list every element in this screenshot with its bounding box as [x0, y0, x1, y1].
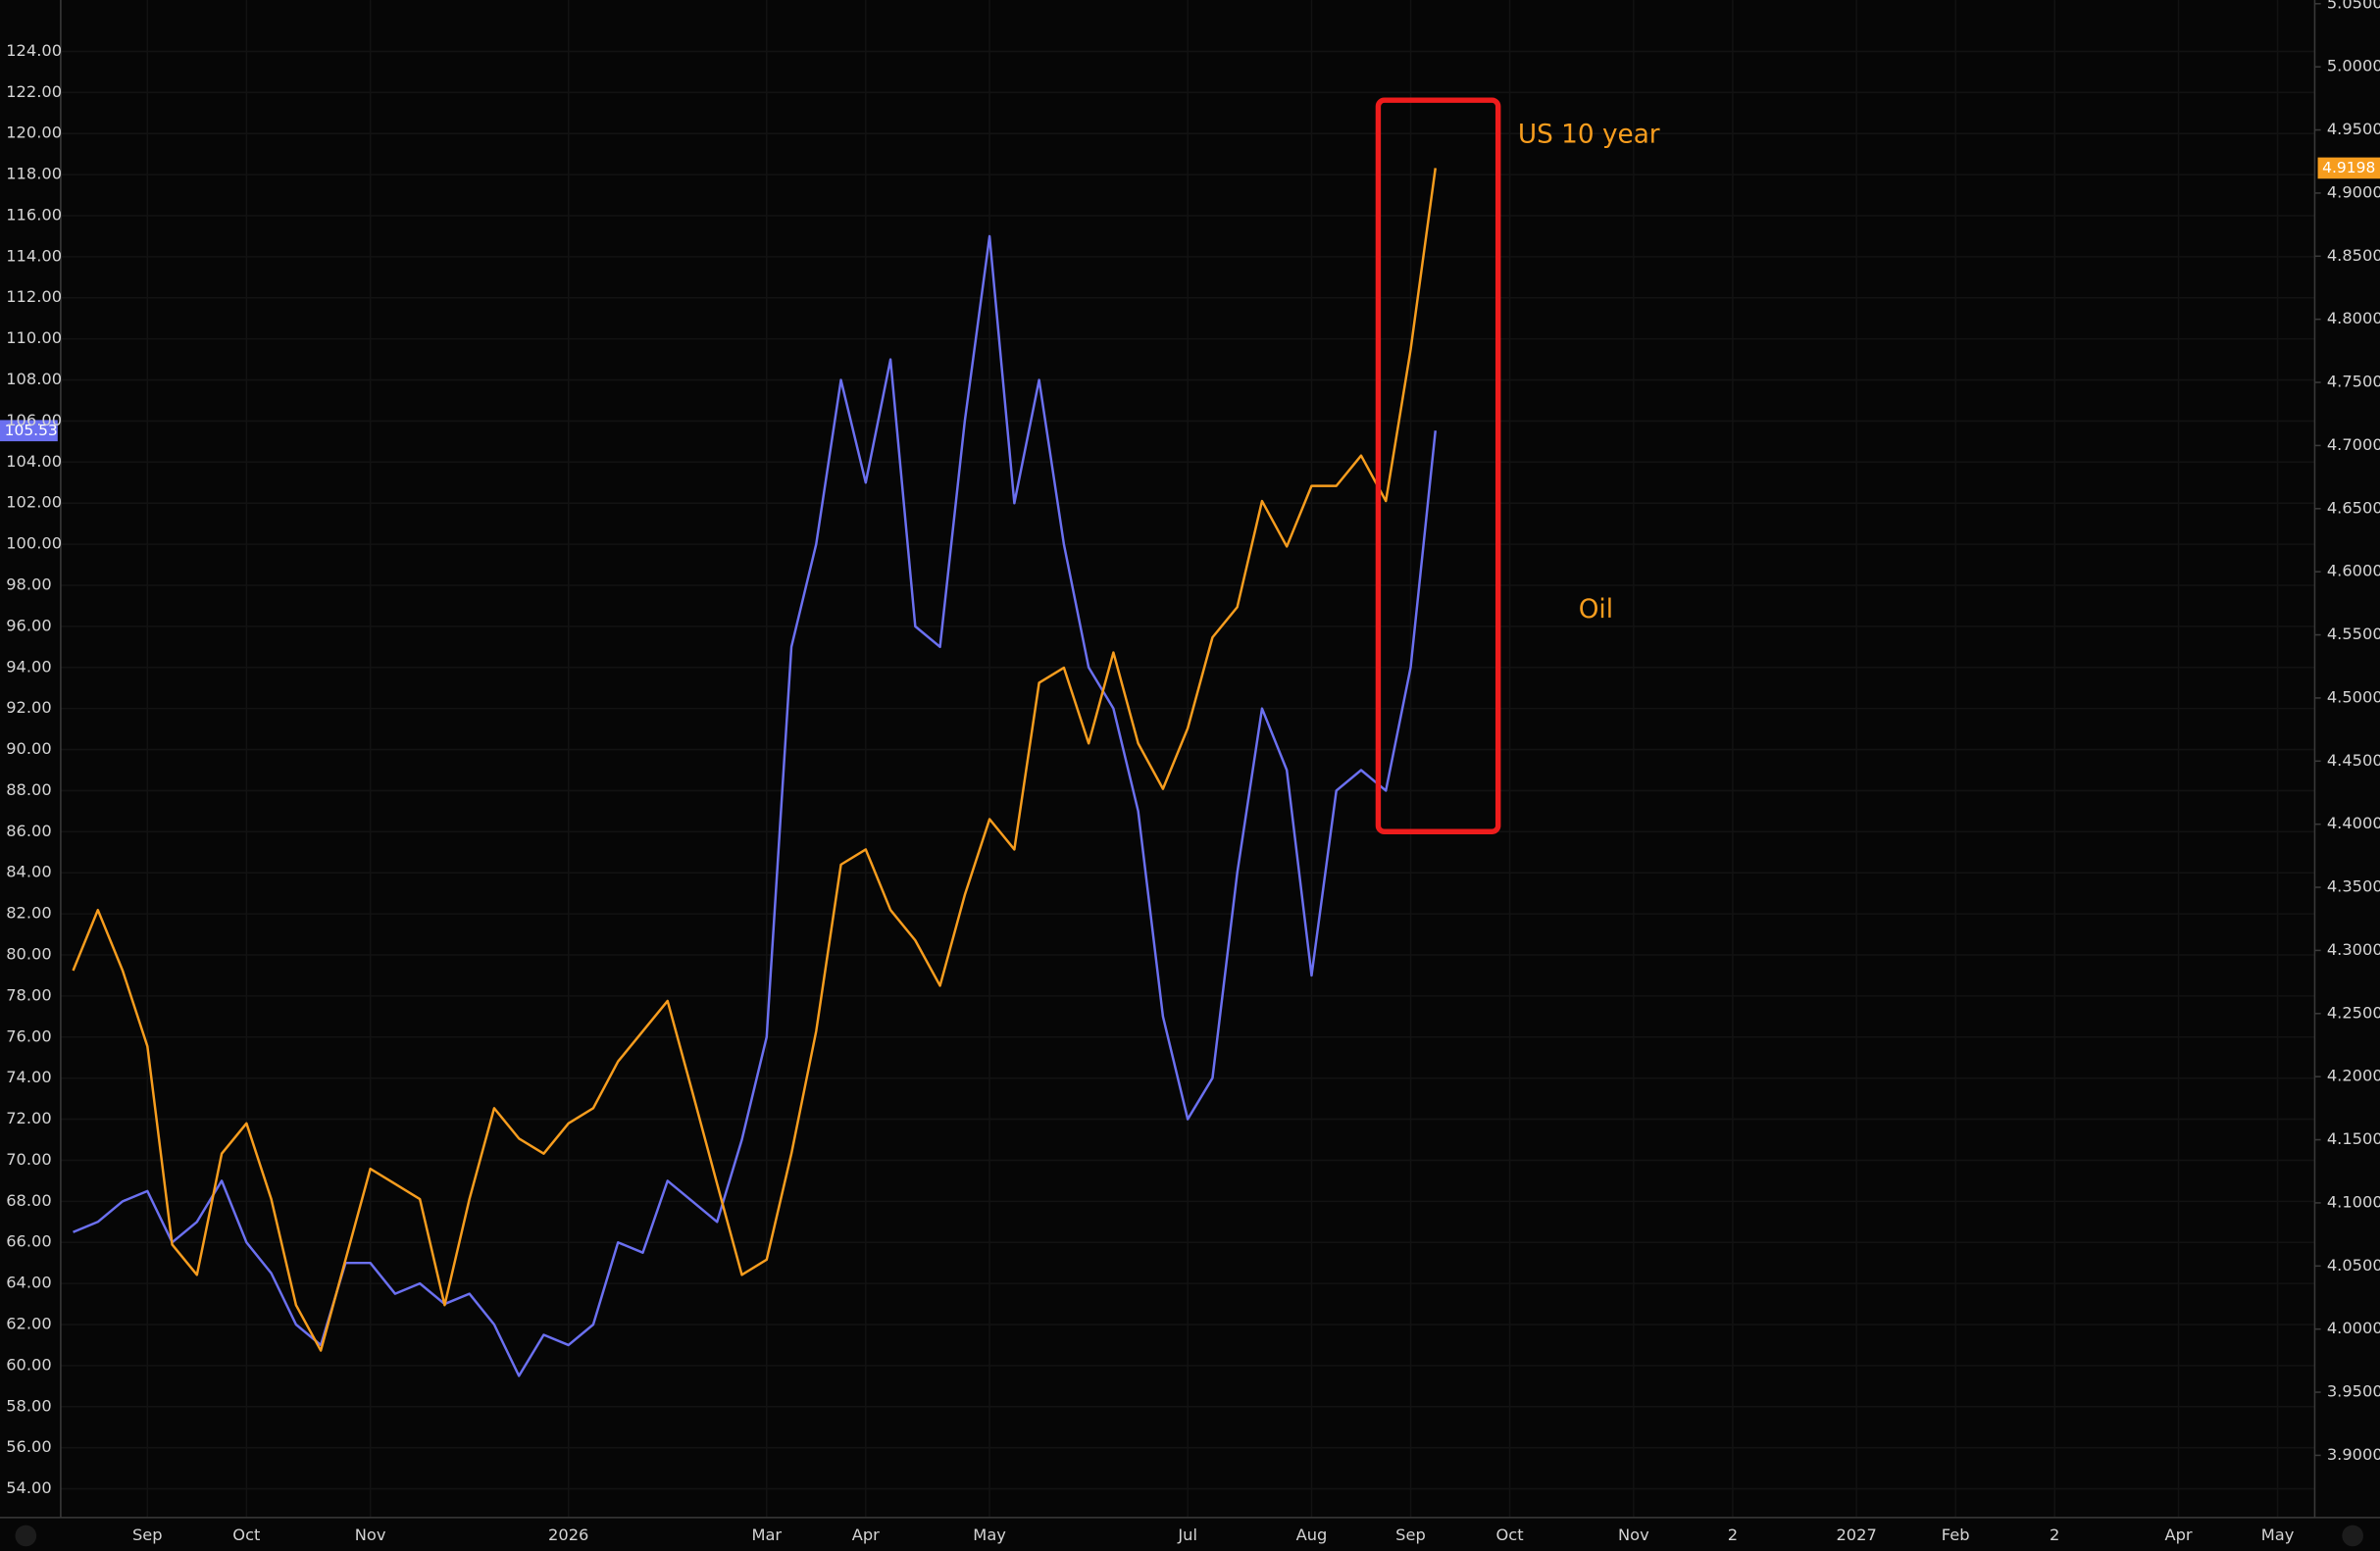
y2-tick-label: 4.1000 [2327, 1192, 2380, 1211]
x-tick-label: Apr [852, 1526, 880, 1544]
y-tick-label: 62.00 [6, 1315, 52, 1333]
x-tick-label: Nov [355, 1526, 386, 1544]
y2-tick-label: 5.0500 [2327, 0, 2380, 12]
y2-tick-label: 4.9500 [2327, 120, 2380, 138]
y2-tick-label: 4.9000 [2327, 182, 2380, 201]
x-tick-label: May [2261, 1526, 2295, 1544]
x-tick-label: Aug [1296, 1526, 1328, 1544]
x-tick-label: Nov [1618, 1526, 1649, 1544]
y2-tick-label: 4.0500 [2327, 1256, 2380, 1275]
series-line [73, 234, 1438, 1377]
y-tick-label: 68.00 [6, 1191, 52, 1210]
y-tick-label: 64.00 [6, 1274, 52, 1292]
y-tick-label: 90.00 [6, 739, 52, 758]
y-tick-label: 104.00 [6, 452, 62, 471]
y-tick-label: 116.00 [6, 205, 62, 224]
y2-tick-label: 4.7500 [2327, 373, 2380, 391]
x-tick-label: 2 [1728, 1526, 1738, 1544]
y-tick-label: 108.00 [6, 370, 62, 388]
x-tick-label: 2026 [548, 1526, 588, 1544]
y-tick-label: 106.00 [6, 411, 62, 429]
y-tick-label: 84.00 [6, 863, 52, 881]
y-tick-label: 102.00 [6, 493, 62, 512]
y-tick-label: 56.00 [6, 1437, 52, 1456]
annotation: Oil [1579, 595, 1613, 625]
y-tick-label: 118.00 [6, 165, 62, 183]
y-tick-label: 112.00 [6, 287, 62, 306]
y-tick-label: 66.00 [6, 1232, 52, 1251]
y2-tick-label: 3.9500 [2327, 1382, 2380, 1401]
y2-tick-label: 4.4000 [2327, 814, 2380, 832]
y2-tick-label: 4.5500 [2327, 625, 2380, 643]
icon[interactable] [15, 1525, 37, 1547]
y-tick-label: 82.00 [6, 904, 52, 923]
x-tick-label: Apr [2164, 1526, 2192, 1544]
price-tag-label: 105.53 [5, 422, 58, 439]
y2-tick-label: 4.3000 [2327, 940, 2380, 959]
x-tick-label: Oct [1495, 1526, 1523, 1544]
x-tick-label: 2 [2050, 1526, 2059, 1544]
x-tick-label: 2027 [1836, 1526, 1876, 1544]
y-tick-label: 122.00 [6, 82, 62, 101]
y2-tick-label: 4.7000 [2327, 435, 2380, 454]
y-tick-label: 76.00 [6, 1026, 52, 1045]
y2-tick-label: 4.6000 [2327, 562, 2380, 580]
y-tick-label: 70.00 [6, 1150, 52, 1169]
annotation: US 10 year [1518, 120, 1660, 149]
y2-tick-label: 5.0000 [2327, 57, 2380, 75]
x-tick-label: Feb [1942, 1526, 1970, 1544]
x-tick-label: Oct [232, 1526, 260, 1544]
price-tag [0, 420, 58, 442]
x-tick-label: Mar [751, 1526, 782, 1544]
x-tick-label: May [973, 1526, 1006, 1544]
y2-tick-label: 4.2500 [2327, 1003, 2380, 1022]
y-tick-label: 124.00 [6, 41, 62, 60]
y2-tick-label: 3.9000 [2327, 1445, 2380, 1464]
y2-tick-label: 4.8500 [2327, 246, 2380, 265]
y-tick-label: 58.00 [6, 1396, 52, 1415]
highlight-box [1375, 97, 1501, 834]
y-tick-label: 110.00 [6, 328, 62, 347]
price-tag [2317, 157, 2380, 179]
y-tick-label: 120.00 [6, 124, 62, 142]
series-line [72, 168, 1437, 1352]
x-tick-label: Sep [1395, 1526, 1426, 1544]
y-tick-label: 72.00 [6, 1109, 52, 1127]
y-tick-label: 114.00 [6, 246, 62, 265]
y-tick-label: 94.00 [6, 657, 52, 675]
y2-tick-label: 4.4500 [2327, 751, 2380, 770]
y2-tick-label: 4.6500 [2327, 498, 2380, 517]
y-tick-label: 88.00 [6, 780, 52, 799]
y2-tick-label: 4.2000 [2327, 1067, 2380, 1085]
y-tick-label: 80.00 [6, 944, 52, 963]
x-tick-label: Jul [1177, 1526, 1197, 1544]
y2-tick-label: 4.0000 [2327, 1319, 2380, 1337]
icon[interactable] [2342, 1525, 2363, 1547]
plot-area [72, 168, 1438, 1377]
y-tick-label: 96.00 [6, 616, 52, 634]
y-tick-label: 54.00 [6, 1478, 52, 1497]
y-tick-label: 100.00 [6, 534, 62, 553]
y-tick-label: 78.00 [6, 985, 52, 1004]
y-tick-label: 74.00 [6, 1068, 52, 1086]
y2-tick-label: 4.5000 [2327, 687, 2380, 706]
y2-tick-label: 4.8000 [2327, 309, 2380, 327]
price-tag-label: 4.9198 [2322, 159, 2375, 176]
y-tick-label: 92.00 [6, 698, 52, 717]
y2-tick-label: 4.3500 [2327, 877, 2380, 896]
x-tick-label: Sep [132, 1526, 163, 1544]
price-tags: 105.53 4.9198 [0, 157, 2380, 442]
y-tick-label: 86.00 [6, 822, 52, 840]
y2-tick-label: 4.1500 [2327, 1129, 2380, 1148]
y-tick-label: 60.00 [6, 1355, 52, 1374]
y-tick-label: 98.00 [6, 575, 52, 593]
